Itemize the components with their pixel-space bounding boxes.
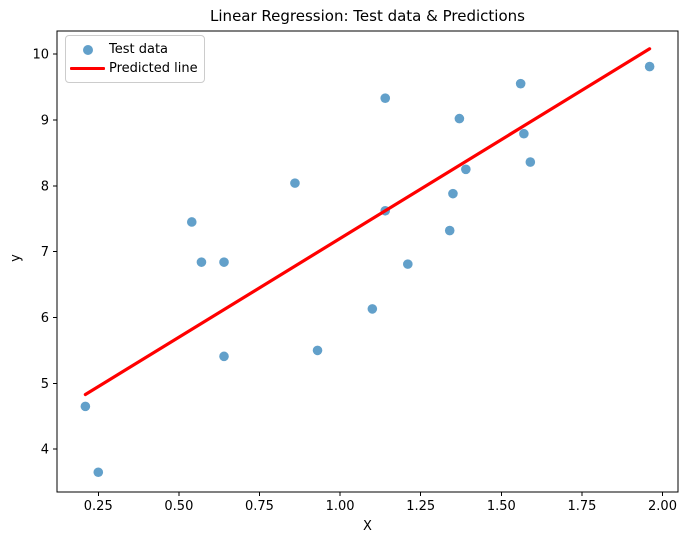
scatter-point	[448, 188, 458, 199]
scatter-point	[644, 61, 655, 72]
y-axis-tick-label: 8	[41, 179, 49, 194]
scatter-point	[312, 345, 323, 356]
scatter-point	[525, 157, 536, 167]
y-axis-label: y	[8, 254, 24, 262]
legend: Test data Predicted line	[65, 35, 205, 83]
x-axis-tick-label: 2.00	[648, 499, 677, 514]
scatter-point	[196, 257, 207, 267]
scatter-point	[461, 164, 471, 175]
y-axis-tick-label: 10	[32, 48, 49, 63]
x-axis-tick-label: 0.50	[164, 499, 193, 514]
plot-frame	[56, 30, 679, 493]
x-axis-tick-label: 1.25	[406, 499, 435, 514]
legend-label-test-data: Test data	[109, 42, 169, 57]
legend-swatch	[66, 67, 109, 70]
y-axis-tick-label: 9	[41, 113, 49, 128]
y-axis-tick-label: 5	[41, 377, 49, 392]
x-axis-tick-label: 1.50	[487, 499, 516, 514]
y-axis-tick-label: 7	[41, 245, 49, 260]
scatter-point	[80, 401, 91, 412]
scatter-point	[186, 217, 197, 227]
y-axis-tick-label: 6	[41, 311, 49, 326]
scatter-point	[290, 178, 300, 188]
scatter-point	[444, 225, 455, 236]
scatter-point	[219, 257, 229, 267]
scatter-point	[367, 304, 378, 314]
legend-swatch	[66, 44, 109, 55]
legend-label-predicted-line: Predicted line	[109, 61, 198, 76]
scatter-point	[519, 128, 529, 139]
scatter-point	[380, 93, 391, 103]
x-axis-label: X	[363, 519, 372, 534]
scatter-point	[515, 78, 526, 89]
legend-item-predicted-line: Predicted line	[66, 59, 198, 78]
y-axis-tick-label: 4	[41, 443, 49, 458]
predicted-line-swatch-icon	[70, 67, 105, 70]
x-axis-tick-label: 1.75	[567, 499, 596, 514]
scatter-point	[93, 467, 104, 478]
chart-title: Linear Regression: Test data & Predictio…	[210, 7, 525, 25]
x-axis-tick-label: 0.75	[245, 499, 274, 514]
prediction-line	[83, 47, 652, 397]
scatter-point	[454, 113, 465, 124]
test-data-marker-icon	[82, 44, 93, 55]
x-axis-tick-label: 1.00	[326, 499, 355, 514]
scatter-point	[403, 259, 413, 269]
legend-item-test-data: Test data	[66, 40, 198, 59]
scatter-point	[219, 351, 229, 362]
x-axis-tick-label: 0.25	[84, 499, 113, 514]
